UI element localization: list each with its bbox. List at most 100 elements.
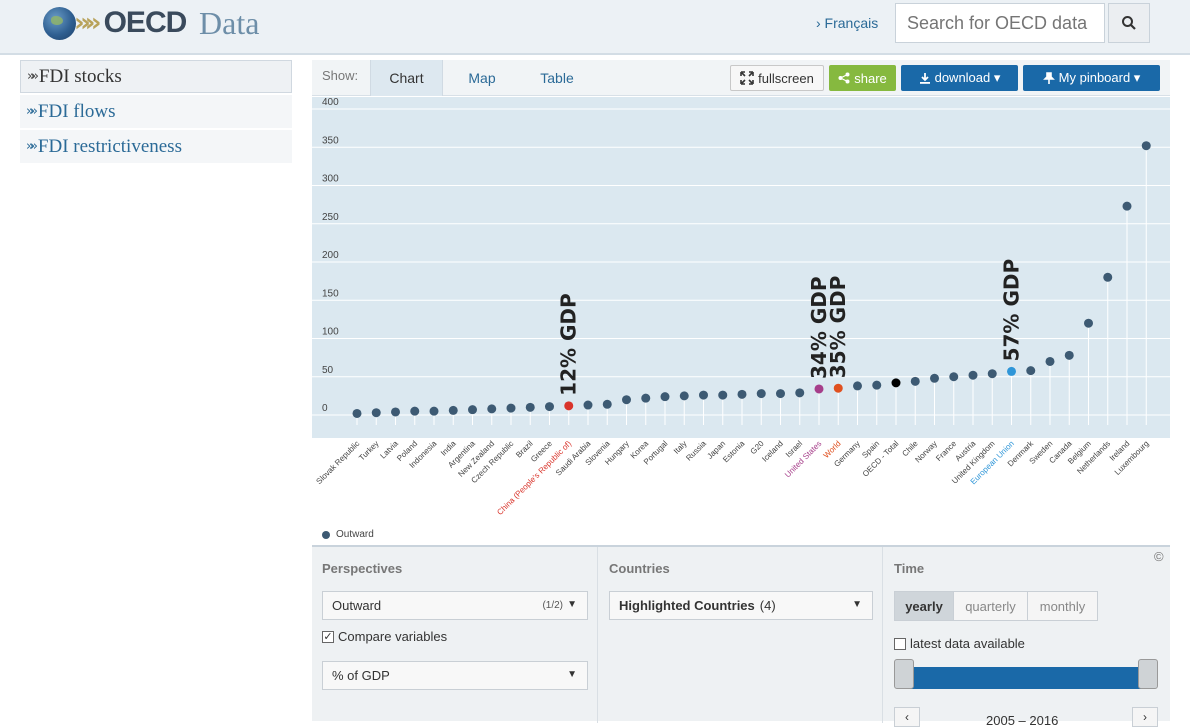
search-icon [1122,16,1136,30]
nav-item-fdi-stocks[interactable]: »» FDI stocks [20,60,292,93]
data-point[interactable] [410,406,420,416]
data-point[interactable] [814,384,824,394]
tab-map[interactable]: Map [468,70,496,86]
chevron-right-icon: »» [26,139,38,154]
data-point[interactable] [429,406,439,416]
data-point[interactable] [1103,272,1113,282]
data-point[interactable] [776,389,785,399]
data-point[interactable] [699,390,708,400]
site-header: »» OECD Data › Français [0,0,1190,55]
data-point[interactable] [930,373,939,383]
download-label: download ▾ [934,70,1001,85]
slider-start-handle[interactable] [894,659,914,689]
data-point[interactable] [660,392,670,402]
nav-item-fdi-flows[interactable]: »» FDI flows [20,95,292,128]
fullscreen-button[interactable]: fullscreen [730,65,824,91]
legend-label: Outward [336,529,374,540]
data-point[interactable] [987,369,997,379]
measure-value: % of GDP [332,668,390,683]
data-point[interactable] [833,383,843,393]
latest-data-checkbox[interactable]: latest data available [894,636,1025,651]
data-point[interactable] [891,378,901,388]
data-point[interactable] [853,381,862,391]
data-point[interactable] [910,376,920,386]
data-point[interactable] [1007,366,1016,376]
data-point[interactable] [795,388,805,398]
data-point[interactable] [1141,141,1151,151]
pinboard-button[interactable]: My pinboard ▾ [1023,65,1160,91]
countries-select[interactable]: Highlighted Countries (4) ▼ [609,591,873,620]
data-point[interactable] [756,389,766,399]
data-point[interactable] [949,372,959,382]
checkbox-unchecked-icon[interactable] [894,637,906,650]
legend-dot [322,530,330,539]
time-monthly-button[interactable]: monthly [1027,591,1098,621]
latest-data-label: latest data available [910,636,1025,651]
perspective-select[interactable]: Outward (1/2) ▼ [322,591,588,620]
pin-icon [1042,72,1055,84]
data-point[interactable] [525,402,535,412]
share-label: share [854,70,887,86]
data-point[interactable] [679,391,689,401]
slider-end-handle[interactable] [1138,659,1158,689]
data-point[interactable] [564,401,574,411]
data-point[interactable] [448,405,458,415]
chart-toolbar: Show: Chart Map Table fullscreen share d… [312,60,1170,96]
data-point[interactable] [718,390,728,400]
data-point[interactable] [968,370,978,380]
data-point[interactable] [487,404,497,414]
data-point[interactable] [545,402,554,412]
share-button[interactable]: share [829,65,896,91]
language-link[interactable]: › Français [816,15,879,31]
data-point[interactable] [352,408,362,418]
data-point[interactable] [371,408,381,418]
data-point[interactable] [468,405,477,415]
tab-table[interactable]: Table [540,70,574,86]
copyright-icon[interactable]: © [1154,549,1164,564]
chart-legend[interactable]: Outward [322,529,374,540]
range-next-button[interactable]: › [1132,707,1158,727]
search-button[interactable] [1108,3,1150,43]
compare-variables-checkbox[interactable]: ✓ Compare variables [322,629,447,644]
countries-count: (4) [759,598,776,613]
chart-controls: Perspectives Outward (1/2) ▼ ✓ Compare v… [312,545,1170,728]
data-point[interactable] [641,393,651,403]
data-point[interactable] [1064,350,1074,360]
data-point[interactable] [1026,366,1036,376]
y-tick-label: 50 [322,365,334,376]
search-input[interactable] [895,3,1105,43]
data-point[interactable] [391,407,400,417]
y-tick-label: 300 [322,174,339,185]
oecd-logo[interactable]: »» OECD [43,6,188,40]
fullscreen-icon [740,71,754,85]
data-point[interactable] [737,389,747,399]
time-range-slider[interactable] [904,667,1150,689]
data-point[interactable] [872,380,882,390]
time-yearly-button[interactable]: yearly [894,591,954,621]
x-tick-label: Turkey [357,439,380,462]
data-point[interactable] [506,403,516,413]
download-button[interactable]: download ▾ [901,65,1018,91]
nav-item-label: FDI stocks [38,65,122,87]
countries-value: Highlighted Countries [619,598,755,613]
y-tick-label: 200 [322,250,339,261]
measure-select[interactable]: % of GDP ▼ [322,661,588,690]
perspective-count: (1/2) [542,600,563,611]
brand-name: OECD [103,6,188,39]
time-quarterly-button[interactable]: quarterly [953,591,1028,621]
data-point[interactable] [1045,356,1055,366]
data-point[interactable] [583,400,593,410]
range-prev-button[interactable]: ‹ [894,707,920,727]
countries-title: Countries [609,561,670,576]
chevron-right-icon: › [1143,710,1147,724]
data-point[interactable] [622,395,631,405]
data-point[interactable] [1084,318,1093,328]
checkbox-checked-icon[interactable]: ✓ [322,630,334,643]
data-point[interactable] [602,399,612,409]
tab-chart[interactable]: Chart [370,60,443,96]
caret-down-icon: ▼ [567,669,577,680]
x-tick-label: Russia [684,439,708,463]
data-point[interactable] [1122,201,1132,211]
share-icon [838,72,850,84]
nav-item-fdi-restrictiveness[interactable]: »» FDI restrictiveness [20,130,292,163]
